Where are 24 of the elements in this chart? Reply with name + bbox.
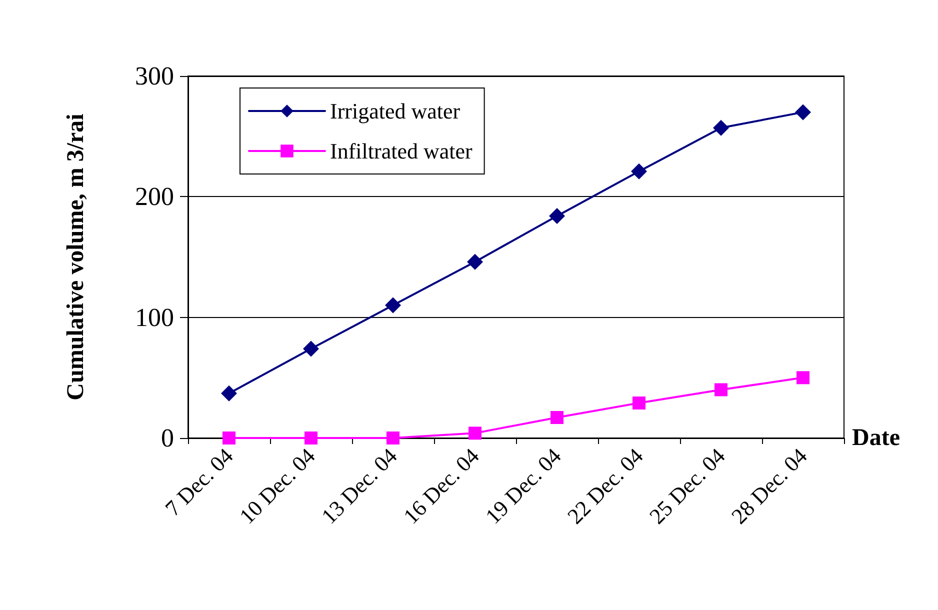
point <box>467 254 483 270</box>
legend-label: Infiltrated water <box>330 138 473 164</box>
y-tick-label: 0 <box>161 424 174 452</box>
point <box>304 432 318 444</box>
point <box>631 163 647 180</box>
legend-label: Irrigated water <box>330 98 461 124</box>
point <box>221 385 237 402</box>
y-tick-label: 300 <box>135 62 174 90</box>
point <box>713 120 729 136</box>
point <box>795 104 811 120</box>
point <box>632 396 646 410</box>
y-tick-label: 200 <box>135 182 174 212</box>
point <box>796 371 810 384</box>
x-axis-title: Date <box>852 425 900 451</box>
point <box>385 297 401 314</box>
y-axis-title: Cumulative volume, m 3/rai <box>63 113 89 400</box>
point <box>549 208 565 224</box>
y-tick-label: 100 <box>135 302 174 332</box>
point <box>468 426 482 440</box>
point <box>222 432 236 444</box>
point <box>714 383 728 396</box>
point <box>386 432 400 444</box>
point <box>303 340 319 357</box>
point <box>550 410 564 424</box>
